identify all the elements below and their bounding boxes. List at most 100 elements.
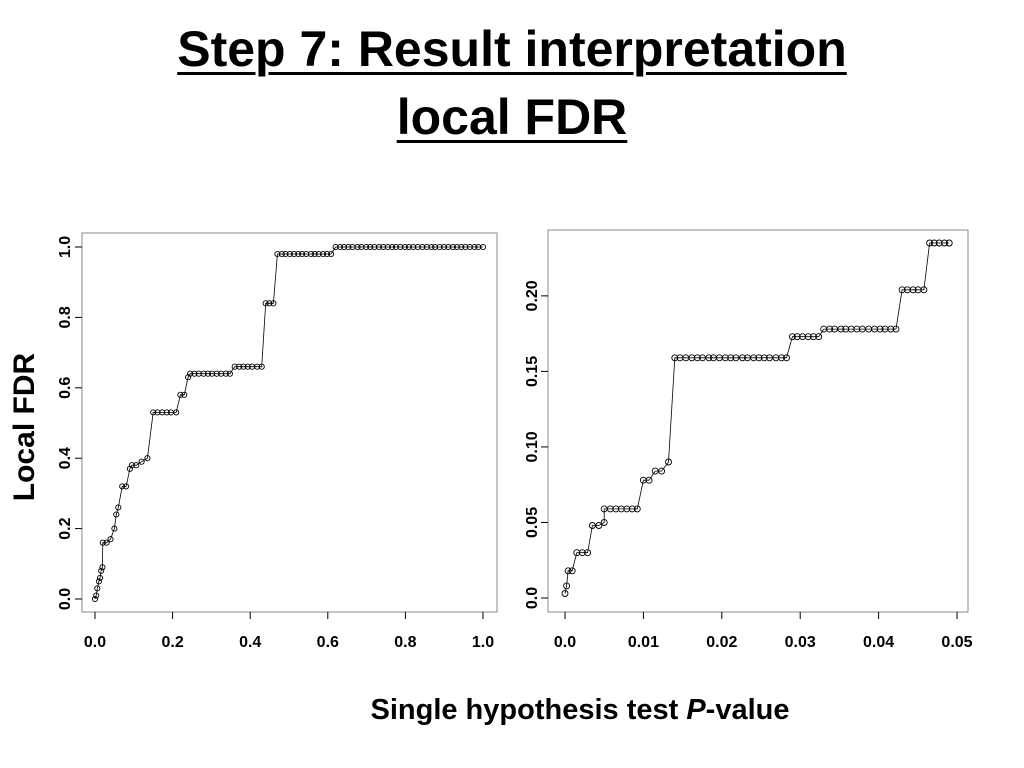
data-point: [578, 549, 586, 557]
data-point: [920, 286, 928, 294]
y-tick-label: 0.10: [524, 431, 541, 462]
data-point: [645, 476, 653, 484]
data-point: [584, 549, 592, 557]
data-point: [475, 243, 482, 251]
data-point: [471, 243, 478, 251]
data-point: [705, 354, 713, 362]
data-point: [123, 483, 130, 490]
data-point: [941, 239, 948, 247]
data-point: [612, 505, 620, 513]
data-point: [479, 243, 487, 251]
data-point: [389, 243, 396, 251]
data-point: [755, 354, 763, 362]
data-point: [750, 354, 758, 362]
data-point: [440, 243, 448, 251]
data-point: [266, 300, 273, 307]
data-point: [561, 590, 569, 597]
data-point: [113, 511, 120, 518]
data-point: [600, 519, 608, 526]
data-point: [445, 243, 452, 251]
data-point: [375, 243, 383, 251]
x-tick-label: 0.0: [554, 634, 576, 651]
data-point: [185, 374, 192, 381]
data-point: [286, 250, 293, 258]
data-point: [935, 239, 943, 247]
data-point: [363, 243, 370, 251]
data-point: [367, 243, 374, 251]
data-point: [564, 567, 572, 575]
y-tick-label: 0.15: [524, 356, 541, 387]
x-axis-label: Single hypothesis test P-value: [300, 694, 860, 727]
data-point: [384, 243, 391, 251]
data-point: [853, 325, 861, 333]
data-point: [428, 243, 435, 251]
data-point: [337, 243, 344, 251]
data-point: [595, 522, 603, 529]
y-tick-label: 0.0: [524, 587, 541, 609]
data-point: [432, 243, 439, 251]
data-point: [93, 592, 100, 599]
x-tick-label: 0.4: [239, 634, 261, 651]
data-point: [163, 409, 170, 416]
data-point: [617, 505, 625, 513]
data-point: [94, 585, 101, 592]
series-line-1: [94, 246, 483, 600]
data-point: [573, 549, 581, 557]
data-point: [115, 504, 122, 511]
data-point: [732, 354, 740, 362]
x-tick-label: 1.0: [472, 634, 494, 651]
data-point: [144, 455, 151, 462]
x-tick-label: 0.03: [785, 634, 816, 651]
data-point: [240, 363, 247, 370]
data-point: [324, 250, 331, 258]
x-tick-label: 0.04: [863, 634, 894, 651]
y-tick-label: 0.20: [524, 280, 541, 311]
data-point: [892, 325, 900, 333]
data-point: [96, 574, 104, 581]
data-point: [462, 243, 469, 251]
data-point: [258, 363, 265, 370]
data-point: [98, 567, 105, 574]
x-tick-label: 0.0: [84, 634, 106, 651]
data-point: [458, 243, 465, 251]
data-point: [826, 325, 834, 333]
data-point: [628, 505, 636, 513]
data-point: [623, 505, 631, 513]
data-point: [788, 333, 796, 341]
data-point: [876, 325, 884, 333]
data-point: [793, 333, 801, 341]
data-point: [945, 239, 953, 247]
data-point: [222, 370, 229, 377]
data-point: [244, 363, 251, 370]
data-point: [837, 325, 845, 333]
data-point: [128, 462, 135, 469]
data-point: [909, 286, 917, 294]
data-point: [926, 239, 934, 247]
data-point: [810, 333, 817, 341]
data-point: [119, 483, 126, 490]
data-point: [466, 243, 473, 251]
plot-frame-1: [81, 232, 498, 613]
data-point: [405, 243, 412, 251]
data-point: [898, 286, 906, 294]
data-point: [588, 522, 596, 529]
data-point: [842, 325, 850, 333]
data-point: [307, 250, 315, 258]
data-point: [658, 467, 666, 475]
data-point: [397, 243, 404, 251]
data-point: [606, 505, 614, 513]
x-tick-label: 0.8: [394, 634, 416, 651]
data-point: [568, 567, 576, 575]
data-point: [453, 243, 460, 251]
data-point: [693, 354, 701, 362]
data-point: [154, 409, 161, 416]
data-point: [815, 333, 823, 341]
data-point: [290, 250, 298, 258]
data-point: [341, 243, 348, 251]
data-point: [138, 458, 145, 465]
data-point: [665, 458, 672, 466]
data-point: [727, 354, 735, 362]
data-point: [159, 409, 166, 416]
data-point: [262, 300, 269, 307]
